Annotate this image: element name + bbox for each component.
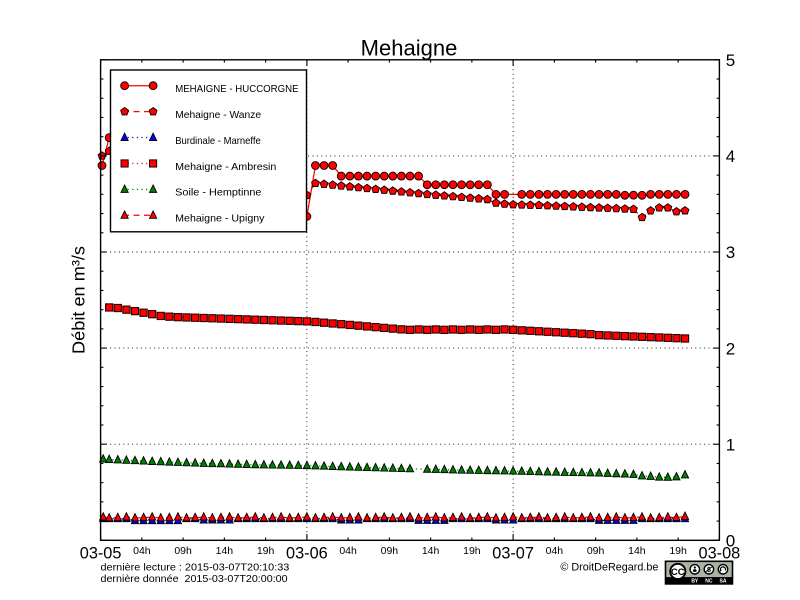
svg-text:04h: 04h	[133, 545, 151, 557]
svg-text:CC: CC	[671, 567, 685, 578]
svg-text:03-08: 03-08	[699, 543, 741, 562]
svg-text:Soile - Hemptinne: Soile - Hemptinne	[175, 187, 261, 199]
svg-text:04h: 04h	[546, 545, 564, 557]
svg-text:09h: 09h	[381, 545, 399, 557]
svg-text:2: 2	[726, 339, 735, 358]
svg-text:04h: 04h	[339, 545, 357, 557]
svg-text:14h: 14h	[628, 545, 646, 557]
svg-text:03-05: 03-05	[80, 543, 122, 562]
svg-text:19h: 19h	[463, 545, 481, 557]
svg-text:Mehaigne - Upigny: Mehaigne - Upigny	[175, 213, 265, 225]
svg-text:Mehaigne - Wanze: Mehaigne - Wanze	[175, 109, 261, 121]
svg-text:1: 1	[726, 435, 735, 454]
svg-text:4: 4	[726, 147, 735, 166]
svg-text:03-06: 03-06	[286, 543, 328, 562]
svg-text:19h: 19h	[669, 545, 687, 557]
svg-text:dernière donnée 2015-03-07T20: dernière donnée 2015-03-07T20:00:00	[101, 574, 288, 585]
svg-text:3: 3	[726, 243, 735, 262]
svg-text:5: 5	[726, 51, 735, 70]
svg-text:0: 0	[726, 532, 735, 551]
svg-text:dernière lecture : 2015-03-07T: dernière lecture : 2015-03-07T20:10:33	[101, 563, 290, 574]
svg-text:19h: 19h	[257, 545, 275, 557]
svg-text:14h: 14h	[422, 545, 440, 557]
svg-text:MEHAIGNE - HUCCORGNE: MEHAIGNE - HUCCORGNE	[175, 83, 298, 95]
svg-text:$: $	[707, 567, 711, 574]
svg-text:SA: SA	[720, 579, 727, 585]
svg-text:03-07: 03-07	[492, 543, 534, 562]
svg-text:Mehaigne: Mehaigne	[361, 35, 458, 60]
svg-text:Burdinale - Marneffe: Burdinale - Marneffe	[175, 135, 261, 147]
svg-text:BY: BY	[691, 579, 699, 585]
svg-text:© DroitDeRegard.be: © DroitDeRegard.be	[560, 561, 658, 573]
svg-text:NC: NC	[705, 579, 713, 585]
svg-text:Débit en m³/s: Débit en m³/s	[69, 246, 89, 354]
svg-text:14h: 14h	[216, 545, 234, 557]
svg-text:09h: 09h	[587, 545, 605, 557]
svg-text:Mehaigne - Ambresin: Mehaigne - Ambresin	[175, 161, 276, 173]
svg-text:09h: 09h	[174, 545, 192, 557]
